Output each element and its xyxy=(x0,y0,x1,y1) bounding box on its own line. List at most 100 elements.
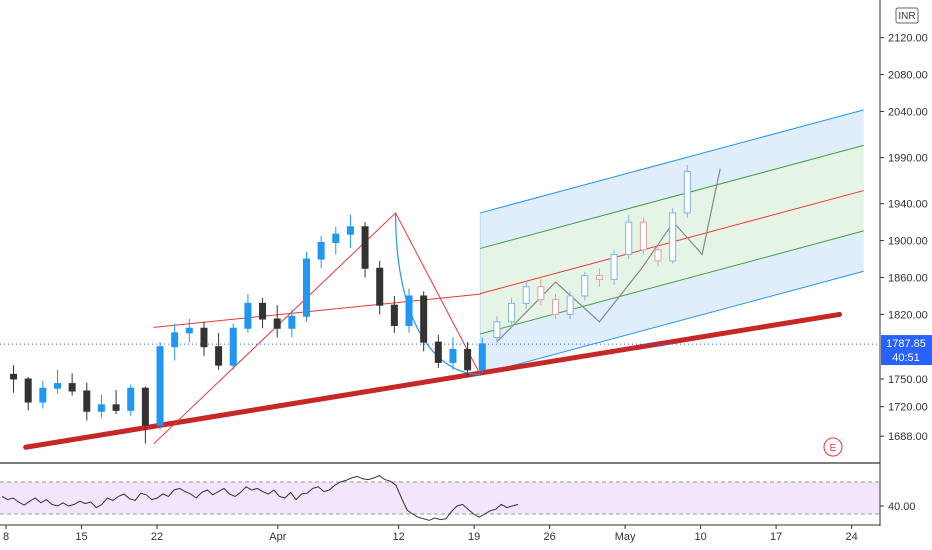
currency-label: INR xyxy=(898,11,915,22)
candle-body xyxy=(317,241,325,260)
candle xyxy=(683,164,691,218)
chart-extras: E xyxy=(0,0,881,526)
candle xyxy=(464,342,472,378)
rsi-line xyxy=(1,475,519,521)
candle xyxy=(508,297,516,328)
candle xyxy=(566,291,574,320)
candle-body xyxy=(595,275,603,280)
last-price-label: 1787.85 xyxy=(886,338,926,350)
price-tick-label: 1940.00 xyxy=(888,199,928,211)
candle xyxy=(390,295,398,333)
candle xyxy=(346,214,354,248)
candle-body xyxy=(53,383,61,389)
candle-body xyxy=(141,387,149,426)
candle-body xyxy=(434,341,442,363)
price-tick-label: 1860.00 xyxy=(888,273,928,285)
candle-body xyxy=(83,390,91,412)
candle xyxy=(610,249,618,285)
candle-body xyxy=(24,378,32,403)
candle xyxy=(141,386,149,444)
candle-body xyxy=(361,226,369,269)
price-tick-label: 1820.00 xyxy=(888,309,928,321)
time-tick-label: 22 xyxy=(151,531,163,543)
time-tick-label: 8 xyxy=(3,531,9,543)
candle xyxy=(200,321,208,356)
candle-body xyxy=(390,304,398,326)
candle-body xyxy=(639,221,647,251)
price-tick-label: 1900.00 xyxy=(888,236,928,248)
resistance-trendline xyxy=(153,293,481,328)
projection-path xyxy=(496,168,721,343)
currency-badge[interactable] xyxy=(895,7,919,24)
time-tick-label: May xyxy=(615,531,636,543)
candle xyxy=(551,294,559,320)
candle-body xyxy=(464,348,472,371)
candle xyxy=(171,323,179,361)
candle-body xyxy=(508,302,516,323)
candle xyxy=(625,214,633,260)
candle-body xyxy=(537,286,545,301)
candle-body xyxy=(259,302,267,320)
candle xyxy=(654,245,662,267)
candle-body xyxy=(97,404,105,412)
candle xyxy=(273,305,281,338)
rsi-tick-label: 40.00 xyxy=(888,501,916,513)
pitchfork-lower-line xyxy=(480,270,864,375)
pitchfork-inner-upper-line xyxy=(480,144,864,249)
candle-body xyxy=(625,221,633,255)
candle xyxy=(156,342,164,430)
time-tick-label: 24 xyxy=(845,531,857,543)
candle-body xyxy=(273,318,281,329)
candle-body xyxy=(420,295,428,343)
candle-body xyxy=(215,346,223,366)
price-tick-label: 1720.00 xyxy=(888,402,928,414)
candle-body xyxy=(449,348,457,363)
time-tick-label: 19 xyxy=(468,531,480,543)
candle-body xyxy=(332,233,340,243)
candle-body xyxy=(302,258,310,317)
time-tick-label: 12 xyxy=(392,531,404,543)
candle-body xyxy=(566,295,574,315)
candle-body xyxy=(10,373,18,380)
candle xyxy=(53,369,61,394)
candle-body xyxy=(346,226,354,235)
candle-body xyxy=(522,286,530,304)
earnings-marker[interactable] xyxy=(823,437,843,457)
candle xyxy=(302,251,310,322)
candle xyxy=(39,380,47,409)
candle-body xyxy=(551,299,559,315)
candle-body xyxy=(156,346,164,426)
candle xyxy=(537,279,545,306)
candle-body xyxy=(288,315,296,329)
candle xyxy=(493,316,501,343)
price-axis: 1688.00 1720.00 1750.00 1820.00 1860.00 1900.… xyxy=(880,7,932,443)
time-tick-label: 17 xyxy=(770,531,782,543)
price-tick-label: 2080.00 xyxy=(888,70,928,82)
candle-body xyxy=(405,295,413,326)
candle xyxy=(317,236,325,269)
candle xyxy=(68,373,76,396)
candle-body xyxy=(244,302,252,329)
candle xyxy=(376,260,384,315)
candle xyxy=(581,271,589,301)
candle-body xyxy=(39,387,47,403)
candle-body xyxy=(610,253,618,280)
candle xyxy=(112,390,120,415)
candle-body xyxy=(683,170,691,214)
candle xyxy=(522,281,530,309)
candle xyxy=(420,291,428,352)
candle-body xyxy=(581,275,589,297)
candle xyxy=(10,365,18,393)
candle xyxy=(97,394,105,418)
candle xyxy=(185,319,193,343)
candle-body xyxy=(229,327,237,366)
time-axis: 8 15 22 Apr 12 19 26 May 10 17 24 xyxy=(3,525,858,543)
candle xyxy=(595,268,603,287)
candle xyxy=(83,382,91,421)
candle xyxy=(332,226,340,255)
candle-body xyxy=(654,249,662,262)
candle xyxy=(229,323,237,370)
pitchfork-upper-line xyxy=(480,109,864,214)
candle xyxy=(669,208,677,264)
